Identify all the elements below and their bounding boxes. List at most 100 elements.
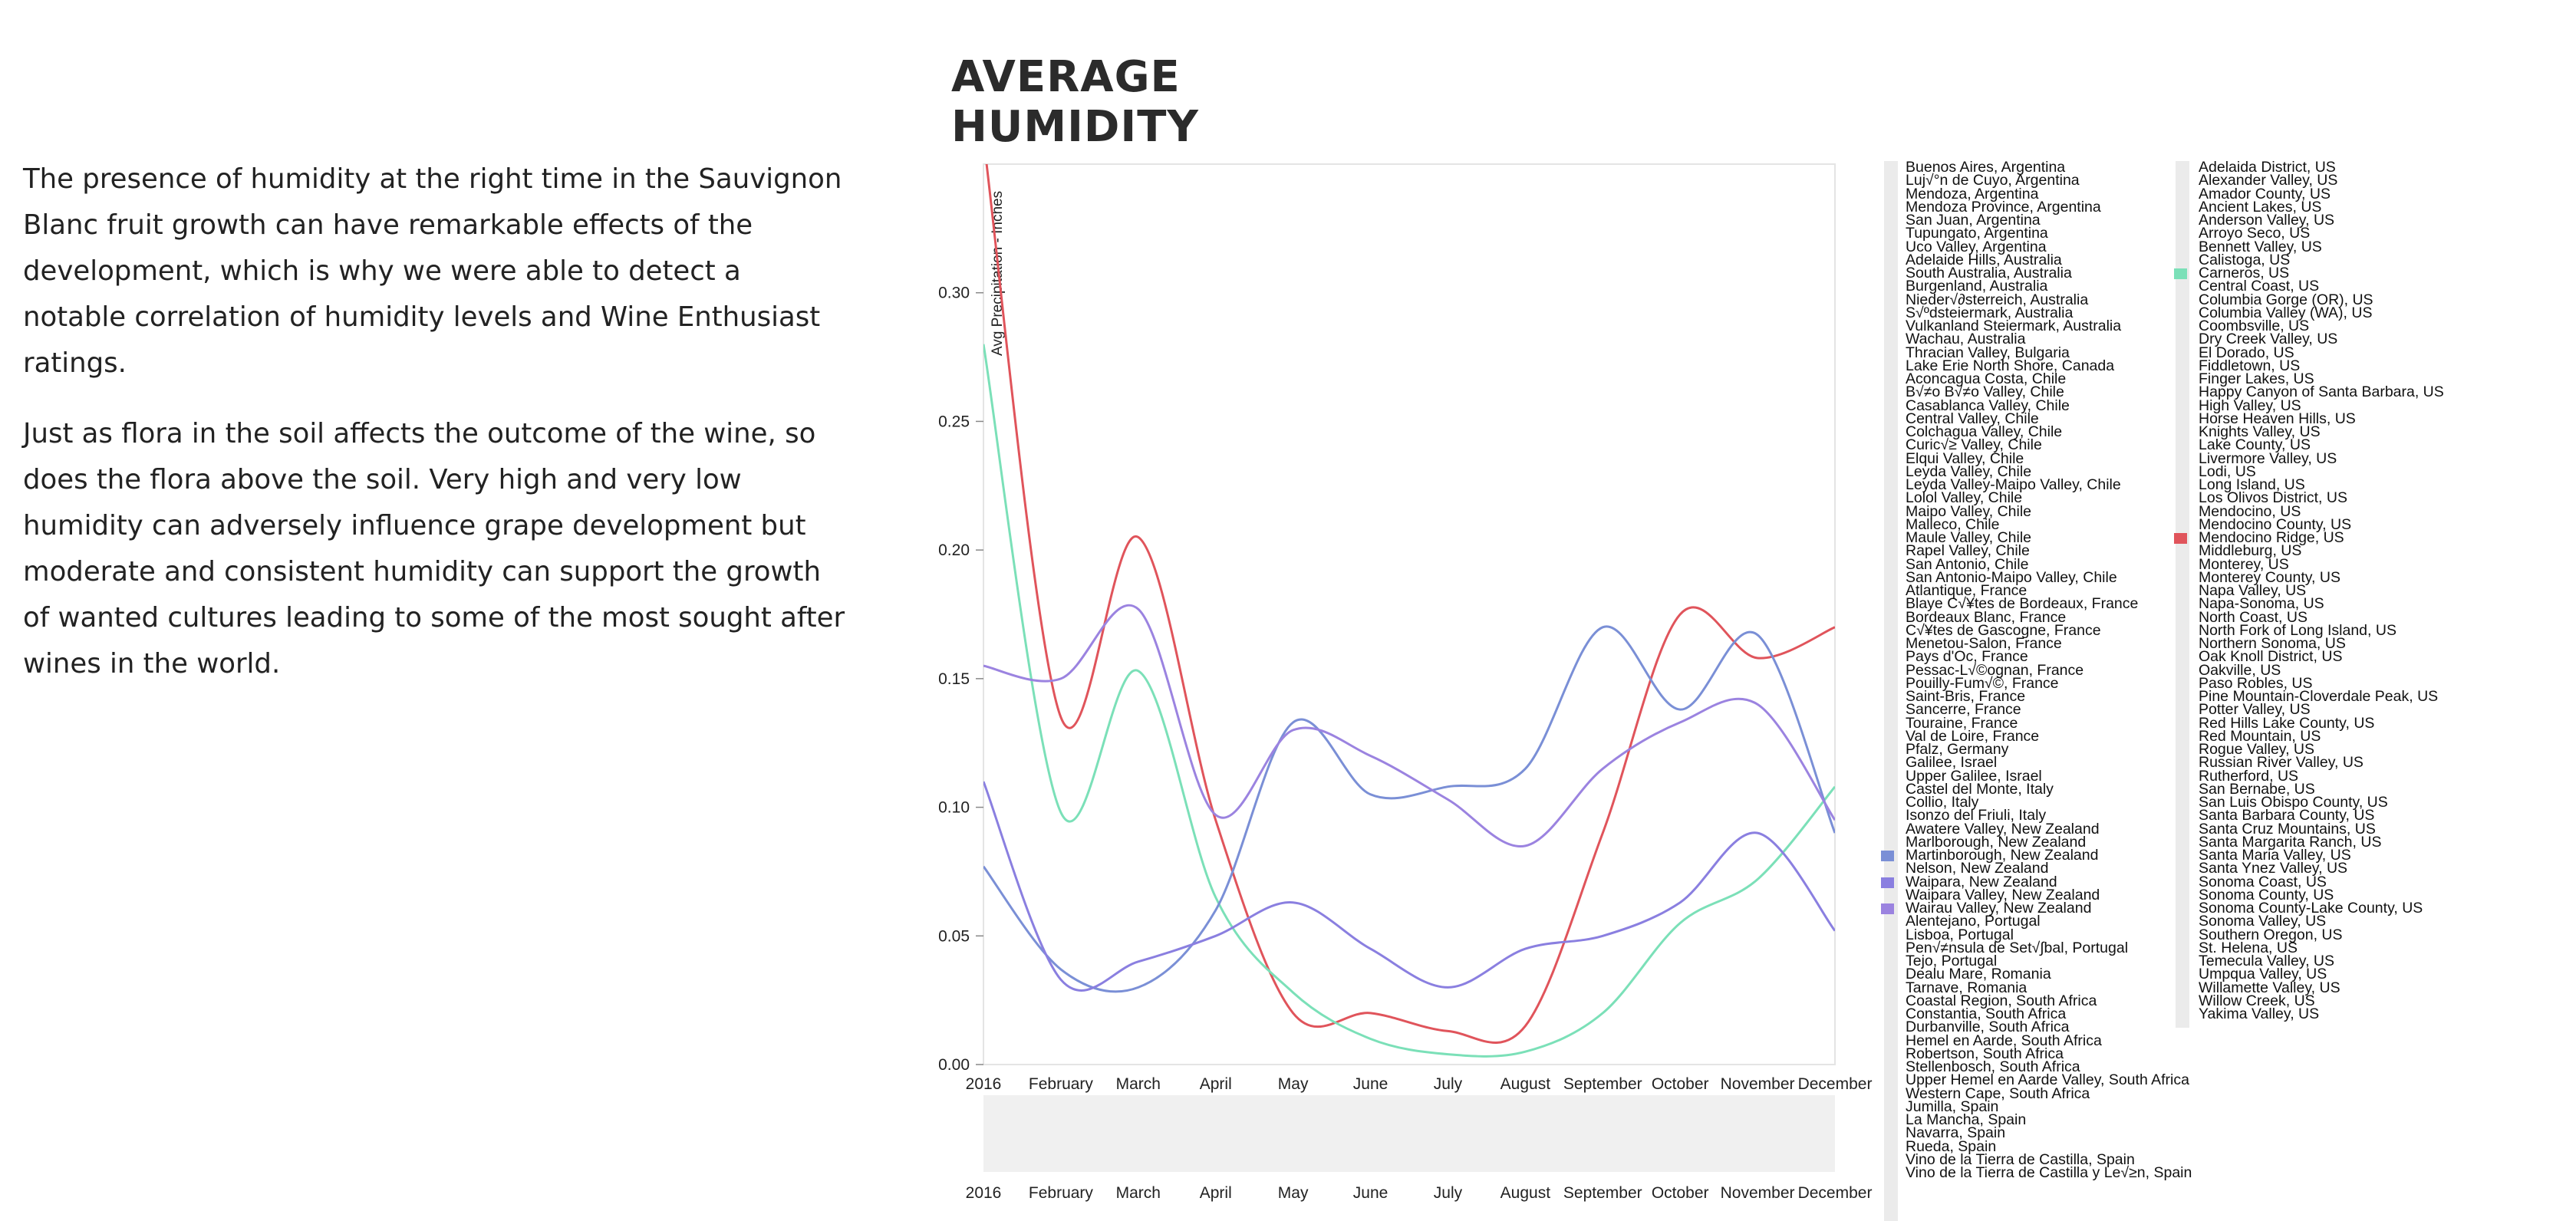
legend-item[interactable]: Luj√°n de Cuyo, Argentina (1906, 173, 2192, 189)
legend-item[interactable]: Uco Valley, Argentina (1906, 239, 2192, 255)
legend-item[interactable]: Monterey, US (2199, 557, 2444, 572)
legend-item[interactable]: St. Helena, US (2199, 940, 2444, 956)
legend-item[interactable]: Collio, Italy (1906, 795, 2192, 810)
legend-item[interactable]: Sonoma Valley, US (2199, 914, 2444, 930)
legend-item[interactable]: Menetou-Salon, France (1906, 636, 2192, 651)
legend-item[interactable]: Sancerre, France (1906, 703, 2192, 718)
legend-item[interactable]: Southern Oregon, US (2199, 927, 2444, 943)
legend-item[interactable]: Vino de la Tierra de Castilla, Spain (1906, 1152, 2192, 1167)
legend-item[interactable]: Long Island, US (2199, 477, 2444, 492)
legend-item[interactable]: Willamette Valley, US (2199, 980, 2444, 996)
legend-item[interactable]: La Mancha, Spain (1906, 1112, 2192, 1127)
series-line-1[interactable] (983, 139, 1835, 1044)
legend-item[interactable]: Potter Valley, US (2199, 703, 2444, 718)
legend-item[interactable]: Casablanca Valley, Chile (1906, 398, 2192, 413)
legend-item[interactable]: Aconcagua Costa, Chile (1906, 371, 2192, 387)
legend-item[interactable]: Stellenbosch, South Africa (1906, 1059, 2192, 1075)
legend-item[interactable]: Yakima Valley, US (2199, 1006, 2444, 1022)
legend-item[interactable]: Northern Sonoma, US (2199, 636, 2444, 651)
legend-item[interactable]: Pessac-L√©ognan, France (1906, 663, 2192, 678)
legend-item[interactable]: Napa Valley, US (2199, 583, 2444, 598)
legend-item[interactable]: Middleburg, US (2199, 544, 2444, 559)
legend-item[interactable]: Columbia Valley (WA), US (2199, 305, 2444, 321)
legend-item[interactable]: Coastal Region, South Africa (1906, 993, 2192, 1009)
legend-item[interactable]: Leyda Valley-Maipo Valley, Chile (1906, 477, 2192, 492)
legend-item[interactable]: Waipara, New Zealand (1881, 874, 2192, 889)
legend-item[interactable]: Maipo Valley, Chile (1906, 504, 2192, 519)
legend-item[interactable]: Carneros, US (2174, 265, 2444, 281)
legend-item[interactable]: Hemel en Aarde, South Africa (1906, 1033, 2192, 1048)
legend-item[interactable]: High Valley, US (2199, 398, 2444, 413)
legend-item[interactable]: Isonzo del Friuli, Italy (1906, 808, 2192, 824)
legend-scrollbar-1[interactable] (1884, 161, 1898, 1221)
legend-item[interactable]: Awatere Valley, New Zealand (1906, 821, 2192, 837)
legend-item[interactable]: Happy Canyon of Santa Barbara, US (2199, 385, 2444, 400)
legend-item[interactable]: Arroyo Seco, US (2199, 226, 2444, 242)
series-line-4[interactable] (983, 604, 1835, 847)
legend-item[interactable]: Pen√≠nsula de Set√∫bal, Portugal (1906, 940, 2192, 956)
legend-item[interactable]: Rapel Valley, Chile (1906, 544, 2192, 559)
legend-item[interactable]: Anderson Valley, US (2199, 212, 2444, 228)
legend-item[interactable]: Paso Robles, US (2199, 676, 2444, 691)
legend-item[interactable]: Central Coast, US (2199, 279, 2444, 295)
legend-item[interactable]: Fiddletown, US (2199, 358, 2444, 374)
legend-item[interactable]: Waipara Valley, New Zealand (1906, 887, 2192, 903)
legend-item[interactable]: Burgenland, Australia (1906, 279, 2192, 295)
legend-item[interactable]: North Coast, US (2199, 610, 2444, 625)
legend-item[interactable]: Temecula Valley, US (2199, 953, 2444, 969)
legend-item[interactable]: Western Cape, South Africa (1906, 1086, 2192, 1101)
series-line-2[interactable] (983, 344, 1835, 1058)
legend-item[interactable]: Santa Cruz Mountains, US (2199, 821, 2444, 837)
legend-item[interactable]: Touraine, France (1906, 716, 2192, 731)
legend-item[interactable]: Willow Creek, US (2199, 993, 2444, 1009)
legend-item[interactable]: Pouilly-Fum√©, France (1906, 676, 2192, 691)
legend-item[interactable]: Lake Erie North Shore, Canada (1906, 358, 2192, 374)
legend-item[interactable]: Los Olivos District, US (2199, 491, 2444, 506)
legend-item[interactable]: S√ºdsteiermark, Australia (1906, 305, 2192, 321)
legend-item[interactable]: C√¥tes de Gascogne, France (1906, 623, 2192, 638)
legend-item[interactable]: Mendocino County, US (2199, 517, 2444, 532)
legend-item[interactable]: Nieder√∂sterreich, Australia (1906, 292, 2192, 308)
legend-item[interactable]: Val de Loire, France (1906, 729, 2192, 744)
legend-item[interactable]: Tejo, Portugal (1906, 953, 2192, 969)
legend-item[interactable]: Durbanville, South Africa (1906, 1020, 2192, 1035)
brush-area[interactable] (983, 1095, 1835, 1172)
legend-item[interactable]: Adelaida District, US (2199, 160, 2444, 175)
legend-item[interactable]: Sonoma Coast, US (2199, 874, 2444, 890)
legend-item[interactable]: Lolol Valley, Chile (1906, 491, 2192, 506)
legend-item[interactable]: Galilee, Israel (1906, 755, 2192, 771)
legend-item[interactable]: Dealu Mare, Romania (1906, 967, 2192, 982)
legend-item[interactable]: Wachau, Australia (1906, 332, 2192, 347)
legend-item[interactable]: Mendocino, US (2199, 504, 2444, 519)
legend-item[interactable]: Alexander Valley, US (2199, 173, 2444, 189)
legend-item[interactable]: Oak Knoll District, US (2199, 650, 2444, 665)
legend-item[interactable]: Knights Valley, US (2199, 424, 2444, 439)
legend-item[interactable]: Red Hills Lake County, US (2199, 716, 2444, 731)
legend-item[interactable]: Malleco, Chile (1906, 517, 2192, 532)
legend-item[interactable]: El Dorado, US (2199, 345, 2444, 360)
legend-item[interactable]: Pays d'Oc, France (1906, 650, 2192, 665)
legend-item[interactable]: Pine Mountain-Cloverdale Peak, US (2199, 689, 2444, 704)
legend-item[interactable]: Amador County, US (2199, 186, 2444, 202)
legend-item[interactable]: Dry Creek Valley, US (2199, 332, 2444, 347)
legend-item[interactable]: Pfalz, Germany (1906, 742, 2192, 757)
legend-item[interactable]: Blaye C√¥tes de Bordeaux, France (1906, 597, 2192, 612)
legend-item[interactable]: Wairau Valley, New Zealand (1881, 900, 2192, 916)
legend-item[interactable]: Leyda Valley, Chile (1906, 464, 2192, 479)
legend-item[interactable]: Adelaide Hills, Australia (1906, 252, 2192, 268)
legend-item[interactable]: Bordeaux Blanc, France (1906, 610, 2192, 625)
legend-item[interactable]: Marlborough, New Zealand (1906, 834, 2192, 850)
legend-item[interactable]: Mendoza, Argentina (1906, 186, 2192, 202)
legend-item[interactable]: Alentejano, Portugal (1906, 914, 2192, 930)
legend-item[interactable]: San Antonio-Maipo Valley, Chile (1906, 570, 2192, 585)
legend-item[interactable]: San Juan, Argentina (1906, 212, 2192, 228)
legend-item[interactable]: Saint-Bris, France (1906, 689, 2192, 704)
legend-item[interactable]: Upper Hemel en Aarde Valley, South Afric… (1906, 1073, 2192, 1088)
legend-item[interactable]: Finger Lakes, US (2199, 371, 2444, 387)
legend-item[interactable]: San Luis Obispo County, US (2199, 795, 2444, 810)
legend-item[interactable]: Martinborough, New Zealand (1881, 847, 2192, 863)
legend-item[interactable]: Bennett Valley, US (2199, 239, 2444, 255)
legend-item[interactable]: Santa Ynez Valley, US (2199, 861, 2444, 877)
legend-item[interactable]: Calistoga, US (2199, 252, 2444, 268)
legend-item[interactable]: Rogue Valley, US (2199, 742, 2444, 757)
